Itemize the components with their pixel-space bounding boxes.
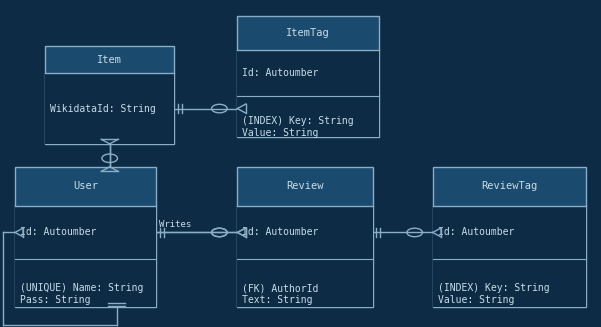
Text: ItemTag: ItemTag: [286, 28, 330, 38]
Text: Item: Item: [97, 55, 122, 64]
Text: (INDEX) Key: String
Value: String: (INDEX) Key: String Value: String: [438, 283, 549, 305]
FancyBboxPatch shape: [433, 167, 586, 307]
Text: User: User: [73, 181, 98, 191]
Text: ReviewTag: ReviewTag: [481, 181, 537, 191]
Text: Id: Autoumber: Id: Autoumber: [242, 68, 319, 78]
Text: (INDEX) Key: String
Value: String: (INDEX) Key: String Value: String: [242, 116, 354, 138]
FancyBboxPatch shape: [237, 16, 379, 137]
FancyBboxPatch shape: [237, 50, 379, 137]
FancyBboxPatch shape: [45, 46, 174, 144]
Text: Writes: Writes: [159, 219, 192, 229]
FancyBboxPatch shape: [15, 206, 156, 307]
Text: Id: Autoumber: Id: Autoumber: [20, 228, 96, 237]
FancyBboxPatch shape: [237, 167, 373, 307]
Text: (UNIQUE) Name: String
Pass: String: (UNIQUE) Name: String Pass: String: [20, 283, 143, 305]
Text: Id: Autoumber: Id: Autoumber: [242, 228, 319, 237]
Text: (FK) AuthorId
Text: String: (FK) AuthorId Text: String: [242, 283, 319, 305]
FancyBboxPatch shape: [237, 206, 373, 307]
FancyBboxPatch shape: [433, 206, 586, 307]
Text: Review: Review: [286, 181, 324, 191]
Text: WikidataId: String: WikidataId: String: [50, 104, 156, 113]
FancyBboxPatch shape: [15, 167, 156, 307]
Text: Id: Autoumber: Id: Autoumber: [438, 228, 514, 237]
FancyBboxPatch shape: [45, 73, 174, 144]
